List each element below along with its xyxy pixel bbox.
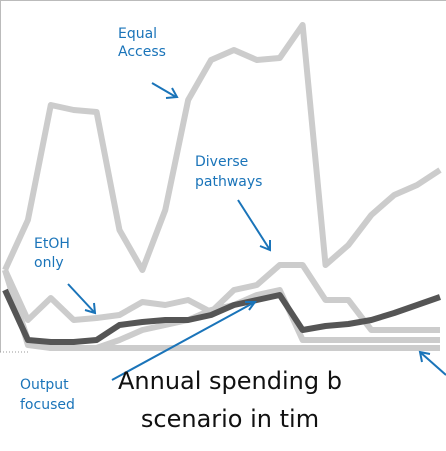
chart-title: Annual spending b	[118, 367, 342, 395]
series-line	[2, 269, 440, 351]
arrow	[151, 82, 177, 98]
arrow	[67, 283, 96, 314]
arrow	[419, 351, 446, 376]
chart-title: scenario in tim	[141, 405, 319, 433]
arrow-head	[259, 240, 271, 252]
arrow	[111, 301, 256, 381]
annotation: Output	[20, 377, 69, 393]
arrow-head	[84, 302, 97, 315]
arrow-head	[165, 87, 179, 99]
annotations: Equal Access Diverse pathways EtOH only Output…	[20, 26, 262, 413]
lines	[2, 22, 442, 351]
title: Annual spending b scenario in tim	[118, 367, 342, 433]
series-line	[2, 262, 440, 333]
annotation: EtOH	[34, 236, 70, 252]
annotation: Diverse	[195, 154, 248, 170]
series-line	[2, 288, 441, 345]
annotation: Equal	[118, 26, 157, 42]
series-line	[2, 22, 442, 273]
arrow-head	[418, 350, 431, 363]
annotation: focused	[20, 397, 75, 413]
arrow-head	[245, 301, 257, 311]
annotation: only	[34, 255, 64, 271]
arrows	[67, 82, 446, 381]
arrow	[237, 199, 271, 251]
annotation: pathways	[195, 174, 262, 190]
annotation: Access	[118, 44, 166, 60]
